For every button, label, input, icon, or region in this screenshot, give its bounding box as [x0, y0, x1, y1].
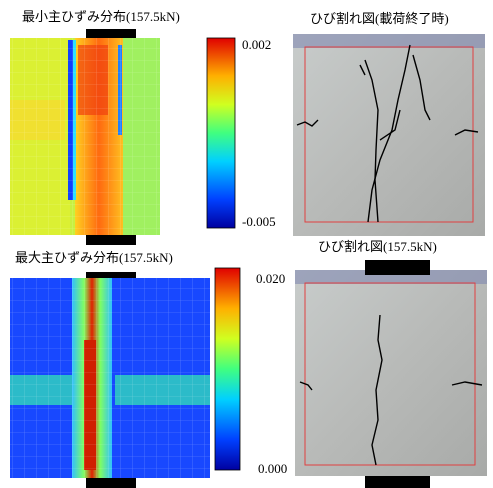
colorbar — [207, 38, 235, 228]
colorbar-max: 0.002 — [242, 37, 271, 52]
colorbar-min: 0.000 — [258, 461, 287, 476]
crack-photo — [293, 34, 485, 236]
loading-plate — [86, 29, 136, 39]
loading-plate — [86, 478, 136, 488]
colorbar — [215, 268, 240, 470]
figure: 最小主ひずみ分布(157.5kN) 0.002 -0.005 ひび割れ図(載荷終… — [0, 0, 493, 488]
panel-title: 最大主ひずみ分布(157.5kN) — [15, 250, 173, 265]
colorbar-min: -0.005 — [242, 214, 276, 229]
strain-map — [10, 38, 160, 235]
panel-title: ひび割れ図(載荷終了時) — [310, 11, 449, 26]
panel-title: ひび割れ図(157.5kN) — [318, 239, 437, 254]
crack-photo — [295, 260, 487, 488]
strain-map — [10, 278, 210, 478]
loading-plate — [86, 235, 136, 245]
panel-title: 最小主ひずみ分布(157.5kN) — [22, 9, 180, 24]
colorbar-max: 0.020 — [256, 271, 285, 286]
